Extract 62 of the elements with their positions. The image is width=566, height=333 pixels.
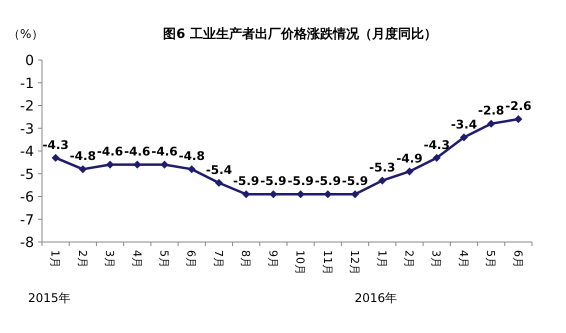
x-tick-label: 8月 [239, 250, 252, 268]
data-label: -3.4 [450, 117, 478, 132]
data-label: -5.4 [206, 162, 232, 177]
x-tick-label: 10月 [294, 250, 307, 275]
x-tick-label: 11月 [320, 250, 334, 275]
data-label: -4.9 [396, 151, 423, 166]
point [406, 167, 414, 176]
text: 2016年 [354, 291, 398, 305]
data-label: -4.8 [70, 149, 96, 164]
y-tick-label: -2 [20, 98, 34, 114]
x-tick-label: 12月 [348, 250, 362, 275]
y-tick-label: -7 [20, 212, 34, 228]
data-label: -5.3 [369, 160, 396, 175]
point [460, 133, 468, 142]
y-axis-title: （%） [8, 27, 44, 41]
point [52, 154, 60, 162]
data-label: -5.9 [287, 174, 314, 188]
x-tick-label: 4月 [456, 250, 470, 268]
point [214, 178, 223, 187]
y-tick-label: 0 [25, 53, 34, 69]
data-label: -4.6 [151, 144, 178, 159]
point [514, 115, 522, 124]
x-tick-label: 7月 [212, 250, 225, 268]
data-label: -4.6 [124, 144, 150, 159]
data-label: -4.6 [96, 144, 124, 159]
data-label: -5.9 [342, 174, 368, 188]
x-tick-label: 3月 [430, 250, 443, 268]
x-tick-label: 1月 [48, 250, 62, 268]
y-tick-label: -5 [20, 166, 34, 183]
point [432, 154, 441, 162]
data-label: -4.3 [424, 138, 450, 152]
point [78, 165, 87, 174]
point [160, 160, 168, 169]
x-tick-label: 3月 [103, 250, 116, 268]
x-tick-label: 5月 [484, 250, 498, 268]
data-label: -5.9 [314, 174, 341, 188]
point [351, 190, 360, 198]
chart-title: 图6 工业生产者出厂价格涨跌情况（月度同比） [163, 26, 437, 42]
x-tick-label: 6月 [184, 250, 198, 268]
point [487, 120, 496, 128]
data-label: -4.8 [178, 149, 205, 164]
x-tick-label: 9月 [266, 250, 280, 268]
data-label: -4.3 [42, 138, 69, 152]
y-tick-label: -4 [20, 144, 34, 160]
y-tick-label: -3 [20, 121, 34, 138]
y-tick-label: -1 [20, 76, 34, 92]
point [378, 176, 386, 185]
data-label: -5.9 [260, 174, 287, 188]
y-tick-label: -6 [20, 190, 34, 206]
data-label: -2.6 [505, 99, 532, 114]
x-tick-label: 2月 [76, 250, 89, 268]
x-tick-label: 2月 [402, 250, 416, 268]
point [133, 160, 142, 169]
data-label: -2.8 [478, 104, 504, 118]
point [188, 165, 196, 174]
x-tick-label: 1月 [375, 250, 388, 268]
x-tick-label: 4月 [130, 250, 144, 268]
x-tick-label: 5月 [158, 250, 170, 268]
y-tick-label: -8 [20, 235, 34, 251]
x-tick-label: 6月 [511, 250, 524, 268]
text: 2015年 [28, 291, 71, 305]
data-label: -5.9 [233, 174, 260, 188]
